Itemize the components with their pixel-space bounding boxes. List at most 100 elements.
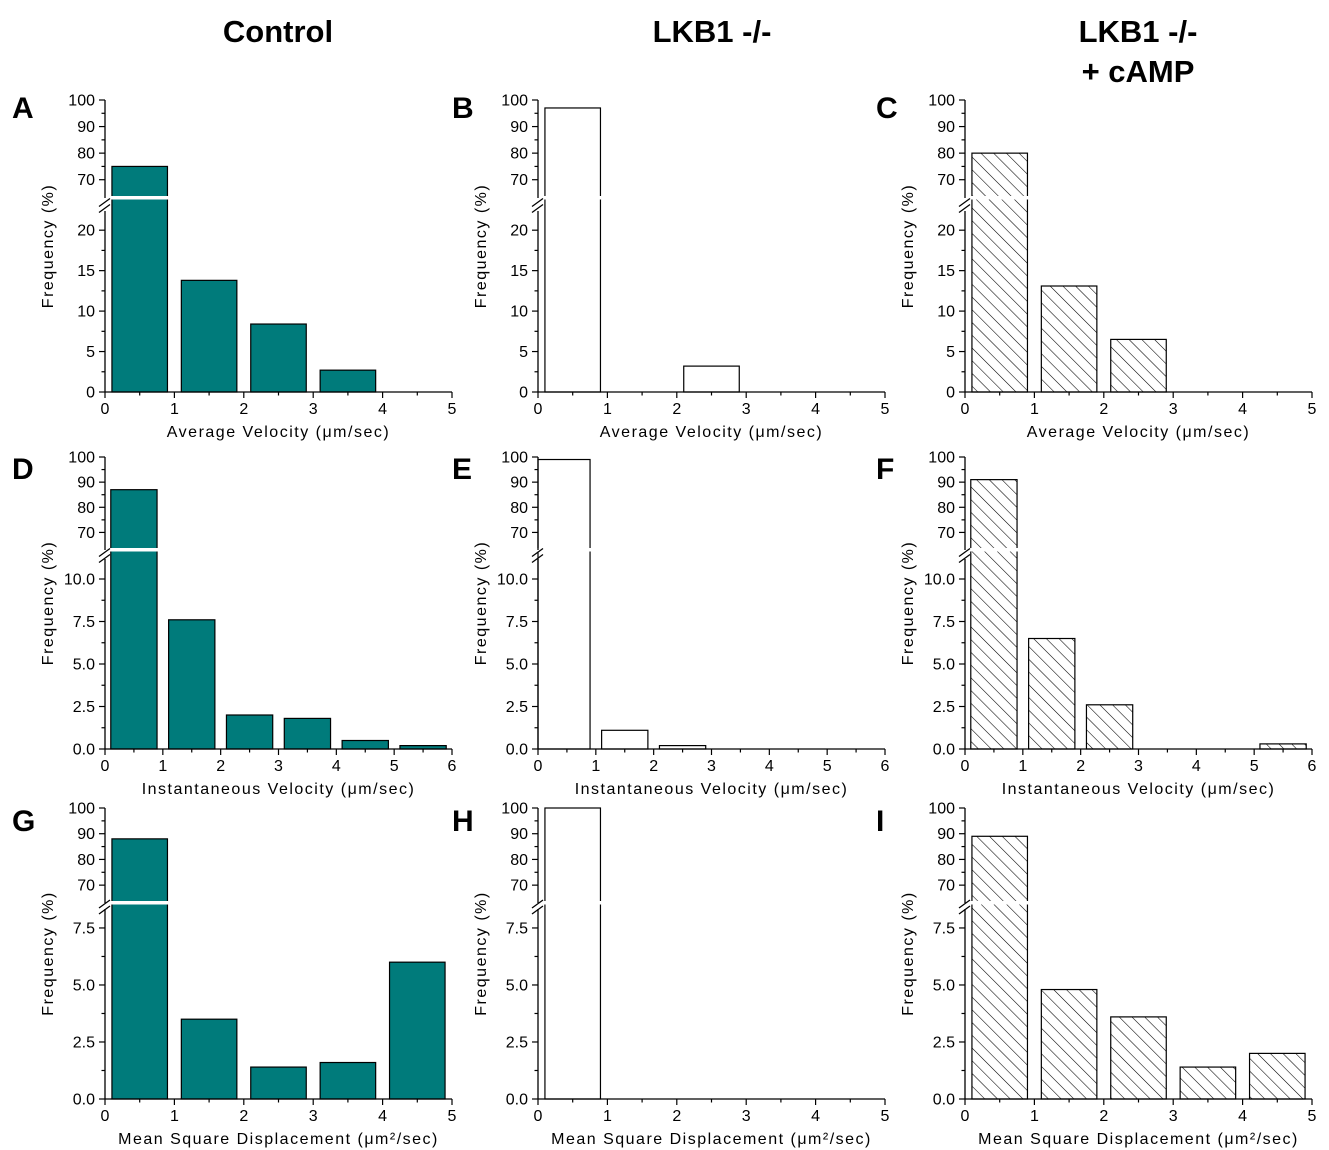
axis-break-mark	[531, 197, 544, 208]
panel-letter: I	[876, 805, 884, 838]
column-titles: Control LKB1 -/- LKB1 -/- + cAMP	[223, 14, 1198, 89]
y-tick-label: 80	[510, 852, 528, 869]
y-tick-label: 10	[937, 304, 955, 321]
y-tick-label: 15	[937, 263, 955, 280]
y-tick-label: 70	[77, 172, 95, 189]
axis-break-mark	[98, 905, 111, 915]
x-tick-label: 2	[239, 401, 248, 418]
x-tick-label: 4	[1192, 758, 1201, 775]
x-tick-label: 3	[1134, 758, 1143, 775]
x-tick-label: 0	[534, 401, 543, 418]
y-tick-label: 2.5	[933, 1034, 955, 1051]
y-tick-label: 10	[77, 304, 95, 321]
bar	[971, 835, 1029, 1100]
axis-break-mark	[531, 547, 544, 558]
panel-letter: B	[452, 92, 474, 125]
x-tick-label: 0	[101, 401, 110, 418]
y-tick-label: 80	[510, 146, 528, 163]
y-tick-label: 100	[501, 93, 528, 110]
x-tick-label: 4	[811, 1108, 820, 1125]
y-tick-label: 2.5	[73, 1034, 95, 1051]
y-tick-label: 80	[77, 146, 95, 163]
panel-letter: H	[452, 805, 474, 838]
bar	[970, 479, 1018, 750]
x-tick-label: 4	[378, 1108, 387, 1125]
bar	[1040, 988, 1098, 1100]
bar	[319, 369, 377, 393]
bar	[1179, 1066, 1237, 1100]
x-tick-label: 0	[961, 401, 970, 418]
bar-break-gap	[543, 196, 602, 200]
x-tick-label: 4	[765, 758, 774, 775]
x-tick-label: 2	[1099, 1108, 1108, 1125]
x-tick-label: 0	[534, 758, 543, 775]
panel-C: C 0 1 2 3 4 5 0 5 10 15 20 70 80 90 100 Average Velocity…	[876, 92, 1317, 441]
y-tick-label: 80	[77, 852, 95, 869]
x-tick-label: 3	[707, 758, 716, 775]
panel-H: H 0 1 2 3 4 5 0.0 2.5 5.0 7.5 70 80 90 100 Mean Square …	[452, 801, 890, 1149]
y-tick-label: 70	[77, 525, 95, 542]
axis-break-mark	[98, 899, 111, 909]
x-tick-label: 5	[448, 1108, 457, 1125]
x-tick-label: 5	[881, 1108, 890, 1125]
x-tick-label: 2	[672, 1108, 681, 1125]
x-tick-label: 1	[1018, 758, 1027, 775]
y-tick-label: 70	[510, 878, 528, 895]
x-tick-label: 1	[170, 1108, 179, 1125]
y-tick-label: 7.5	[73, 920, 95, 937]
y-tick-label: 2.5	[506, 699, 528, 716]
x-tick-label: 0	[961, 758, 970, 775]
bar	[341, 739, 389, 750]
y-tick-label: 20	[77, 223, 95, 240]
x-tick-label: 1	[170, 401, 179, 418]
y-tick-label: 70	[937, 172, 955, 189]
panel-letter: D	[12, 453, 34, 486]
y-tick-label: 5.0	[933, 657, 955, 674]
x-axis-label: Average Velocity (μm/sec)	[167, 424, 390, 441]
panel-letter: G	[12, 805, 35, 838]
y-tick-label: 90	[77, 119, 95, 136]
bar	[180, 1018, 238, 1100]
panel-G: G 0 1 2 3 4 5 0.0 2.5 5.0 7.5 70 80 90 100 Mean Square …	[12, 801, 457, 1149]
y-tick-label: 0	[946, 385, 955, 402]
panel-E: E 0 1 2 3 4 5 6 0.0 2.5 5.0 7.5 10.0 70 80 90 100 Instant…	[452, 450, 890, 799]
y-tick-label: 2.5	[506, 1034, 528, 1051]
y-tick-label: 5.0	[73, 657, 95, 674]
panel-letter: A	[12, 92, 34, 125]
x-tick-label: 2	[239, 1108, 248, 1125]
bar	[544, 807, 602, 1100]
axis-break-mark	[531, 203, 544, 214]
x-tick-label: 2	[1076, 758, 1085, 775]
panel-I: I 0 1 2 3 4 5 0.0 2.5 5.0 7.5 70 80 90 100 Mean Square …	[876, 801, 1317, 1149]
y-tick-label: 70	[510, 172, 528, 189]
x-tick-label: 0	[101, 1108, 110, 1125]
bar	[1110, 1016, 1167, 1100]
axis-break-mark	[958, 547, 971, 558]
y-tick-label: 15	[77, 263, 95, 280]
y-tick-label: 90	[937, 119, 955, 136]
x-tick-label: 1	[158, 758, 167, 775]
y-tick-label: 5.0	[73, 977, 95, 994]
axis-break-mark	[531, 899, 544, 909]
x-tick-label: 5	[823, 758, 832, 775]
x-tick-label: 2	[649, 758, 658, 775]
x-tick-label: 2	[216, 758, 225, 775]
panel-letter: C	[876, 92, 898, 125]
x-tick-label: 3	[742, 401, 751, 418]
bar	[283, 717, 332, 750]
bar-break-gap	[109, 548, 159, 552]
x-tick-label: 6	[1308, 758, 1317, 775]
column-title-1: Control	[223, 14, 333, 49]
bar	[180, 279, 238, 393]
y-tick-label: 70	[510, 525, 528, 542]
bar	[544, 107, 602, 393]
x-tick-label: 6	[881, 758, 890, 775]
axis-break-mark	[98, 197, 111, 208]
x-tick-label: 5	[1308, 401, 1317, 418]
y-axis-label: Frequency (%)	[40, 891, 57, 1015]
y-tick-label: 20	[937, 223, 955, 240]
y-tick-label: 0.0	[73, 1092, 95, 1109]
y-tick-label: 0	[519, 385, 528, 402]
bar	[971, 152, 1029, 393]
x-axis-label: Average Velocity (μm/sec)	[600, 424, 823, 441]
